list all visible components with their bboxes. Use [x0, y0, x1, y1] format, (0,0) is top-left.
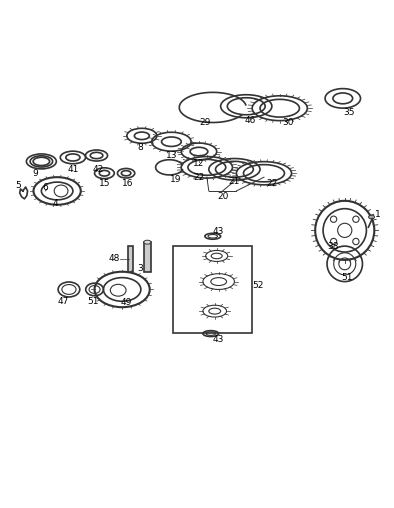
Text: 4: 4 [52, 199, 58, 208]
Text: 12: 12 [193, 159, 204, 168]
Bar [173, 246, 252, 333]
Text: 16: 16 [122, 179, 134, 187]
Text: 21: 21 [229, 177, 240, 185]
Text: 30: 30 [282, 117, 294, 126]
Text: 35: 35 [343, 108, 355, 117]
Bar [128, 246, 133, 272]
Text: 41: 41 [67, 165, 78, 174]
Text: 49: 49 [121, 298, 132, 306]
Text: 38: 38 [327, 242, 339, 250]
Text: 15: 15 [98, 179, 110, 187]
Text: 8: 8 [137, 143, 143, 152]
Text: 48: 48 [109, 254, 120, 263]
Text: 51: 51 [341, 273, 353, 282]
Text: 51: 51 [87, 297, 98, 306]
Text: 42: 42 [93, 165, 104, 174]
Text: 29: 29 [199, 117, 210, 126]
Text: 3: 3 [137, 265, 143, 273]
Text: 6: 6 [43, 183, 48, 193]
Text: 52: 52 [253, 281, 264, 290]
Ellipse shape [368, 215, 374, 219]
Ellipse shape [144, 240, 151, 244]
Text: 22: 22 [266, 179, 277, 187]
Text: 1: 1 [375, 210, 380, 219]
Text: 5: 5 [15, 180, 20, 189]
Bar [144, 242, 151, 272]
Text: 43: 43 [213, 227, 224, 236]
Text: 9: 9 [33, 169, 38, 178]
Text: 47: 47 [58, 297, 69, 306]
Text: 13: 13 [165, 151, 177, 160]
Text: 19: 19 [169, 175, 181, 183]
Text: 46: 46 [245, 115, 256, 124]
Text: 22: 22 [193, 173, 204, 182]
Text: 43: 43 [213, 335, 224, 344]
Text: 20: 20 [217, 193, 228, 201]
